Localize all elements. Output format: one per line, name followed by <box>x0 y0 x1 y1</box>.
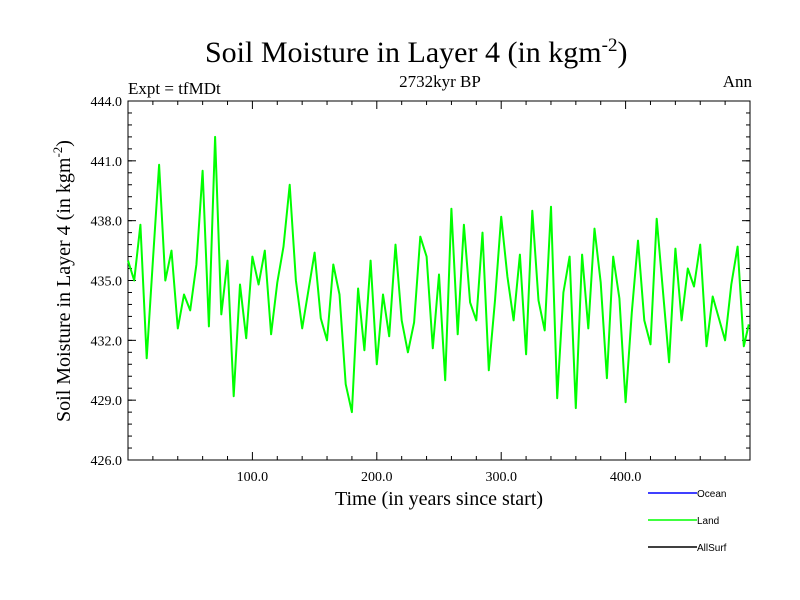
chart-title: Soil Moisture in Layer 4 (in kgm-2) <box>205 35 627 69</box>
y-tick-label: 444.0 <box>91 95 123 110</box>
legend-label-ocean: Ocean <box>697 489 726 500</box>
legend-label-land: Land <box>697 516 719 527</box>
x-axis-title: Time (in years since start) <box>335 488 543 510</box>
y-tick-label: 435.0 <box>91 275 123 290</box>
legend: Ocean Land AllSurf <box>648 489 727 554</box>
y-axis-title-main: Soil Moisture in Layer 4 (in kgm <box>53 157 75 422</box>
y-tick-label: 429.0 <box>91 394 123 409</box>
y-tick-label: 441.0 <box>91 155 123 170</box>
y-axis-title-suffix: ) <box>53 140 75 147</box>
y-tick-label: 432.0 <box>91 334 123 349</box>
x-axis: 100.0 200.0 300.0 400.0 <box>152 101 726 485</box>
legend-label-allsurf: AllSurf <box>697 543 727 554</box>
x-tick-label: 300.0 <box>485 470 517 485</box>
x-tick-label: 200.0 <box>361 470 393 485</box>
series-layer <box>127 135 750 414</box>
y-axis: 426.0 429.0 432.0 435.0 438.0 441.0 444.0 <box>91 95 750 469</box>
experiment-label: Expt = tfMDt <box>128 79 221 98</box>
y-tick-label: 426.0 <box>91 454 123 469</box>
season-label: Ann <box>723 72 753 91</box>
y-axis-title-superscript: -2 <box>50 147 65 158</box>
chart-title-suffix: ) <box>617 36 627 69</box>
y-tick-label: 438.0 <box>91 215 123 230</box>
x-tick-label: 400.0 <box>610 470 642 485</box>
series-line-land <box>127 135 750 414</box>
y-axis-title: Soil Moisture in Layer 4 (in kgm-2) <box>50 140 75 422</box>
x-tick-label: 100.0 <box>237 470 269 485</box>
chart-title-main: Soil Moisture in Layer 4 (in kgm <box>205 36 602 69</box>
period-label: 2732kyr BP <box>399 72 481 91</box>
chart-title-superscript: -2 <box>602 35 618 56</box>
